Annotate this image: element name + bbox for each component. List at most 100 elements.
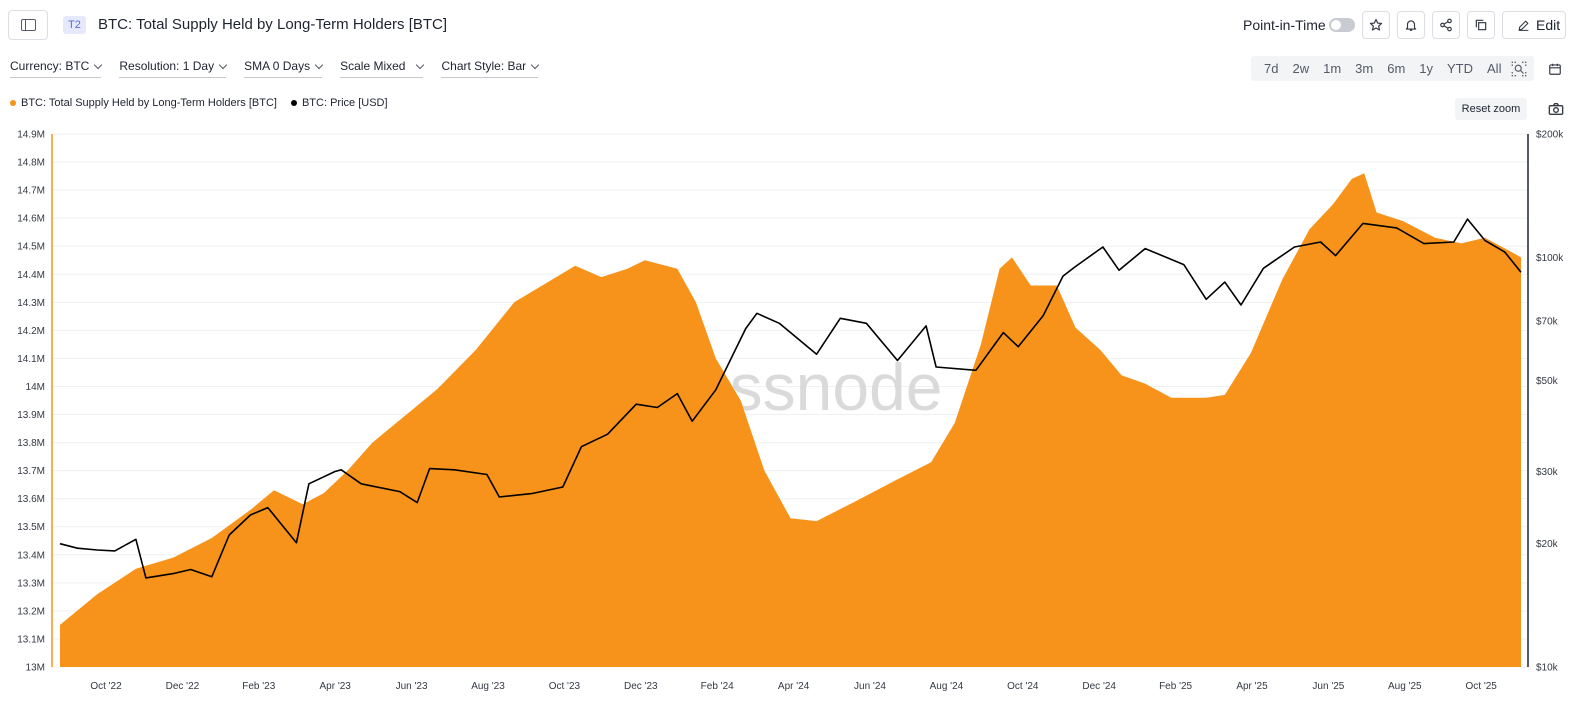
y-left-tick-label: 13.7M: [17, 466, 45, 477]
chart-canvas[interactable]: glassnode 13M13.1M13.2M13.3M13.4M13.5M13…: [0, 120, 1596, 710]
chart-style-dropdown[interactable]: Chart Style: Bar: [441, 58, 540, 78]
range-2w[interactable]: 2w: [1292, 61, 1310, 76]
x-tick-label: Jun '23: [396, 681, 428, 692]
copy-icon: [1475, 19, 1487, 31]
x-tick-label: Oct '24: [1007, 681, 1039, 692]
currency-dropdown[interactable]: Currency: BTC: [10, 58, 103, 78]
resolution-dropdown[interactable]: Resolution: 1 Day: [119, 58, 228, 78]
x-tick-label: Aug '25: [1388, 681, 1422, 692]
sma-value: SMA 0 Days: [244, 59, 311, 73]
y-left-tick-label: 14.7M: [17, 186, 45, 197]
legend-item-supply[interactable]: BTC: Total Supply Held by Long-Term Hold…: [10, 97, 277, 109]
x-tick-label: Aug '23: [471, 681, 505, 692]
x-tick-label: Dec '23: [624, 681, 658, 692]
y-left-tick-label: 13.3M: [17, 578, 45, 589]
right-y-axis: $10k $20k $30k $50k $70k $100k $200k: [1536, 130, 1564, 674]
page-title: BTC: Total Supply Held by Long-Term Hold…: [98, 16, 448, 33]
x-tick-label: Dec '24: [1082, 681, 1116, 692]
scale-value: Scale Mixed: [340, 59, 406, 73]
chevron-down-icon: [530, 60, 540, 69]
x-tick-label: Jun '25: [1312, 681, 1344, 692]
x-tick-label: Oct '25: [1466, 681, 1498, 692]
supply-area-series: [60, 173, 1521, 668]
legend-dot: [290, 100, 297, 106]
x-tick-label: Aug '24: [930, 681, 964, 692]
date-range-button[interactable]: [1540, 56, 1570, 81]
star-icon: [1369, 18, 1383, 31]
share-button[interactable]: [1432, 11, 1460, 39]
share-icon: [1440, 18, 1452, 32]
y-left-tick-label: 13.4M: [17, 550, 45, 561]
y-left-tick-label: 14.6M: [17, 214, 45, 225]
legend-label: BTC: Price [USD]: [301, 97, 388, 109]
x-tick-label: Jun '24: [854, 681, 886, 692]
y-left-tick-label: 14.4M: [17, 270, 45, 281]
y-left-tick-label: 14.1M: [17, 354, 45, 365]
x-tick-label: Feb '25: [1159, 681, 1192, 692]
sidebar-toggle-button[interactable]: [8, 10, 48, 40]
range-all[interactable]: All: [1487, 61, 1502, 76]
camera-icon[interactable]: [1548, 102, 1564, 116]
y-left-tick-label: 13.5M: [17, 522, 45, 533]
x-tick-label: Feb '24: [701, 681, 734, 692]
y-left-tick-label: 14M: [26, 382, 45, 393]
range-6m[interactable]: 6m: [1387, 61, 1406, 76]
range-7d[interactable]: 7d: [1264, 61, 1279, 76]
zoom-select-icon[interactable]: [1510, 60, 1528, 78]
y-left-tick-label: 13.2M: [17, 606, 45, 617]
y-right-tick-label: $200k: [1536, 130, 1564, 141]
y-right-tick-label: $100k: [1536, 253, 1564, 264]
point-in-time-toggle[interactable]: [1329, 18, 1355, 32]
chart-style-value: Chart Style: Bar: [441, 59, 527, 73]
y-left-tick-label: 13M: [26, 663, 45, 674]
resolution-value: Resolution: 1 Day: [119, 59, 215, 73]
range-3m[interactable]: 3m: [1355, 61, 1374, 76]
y-left-tick-label: 14.8M: [17, 158, 45, 169]
range-ytd[interactable]: YTD: [1447, 61, 1474, 76]
edit-label: Edit: [1536, 17, 1561, 33]
chevron-down-icon: [416, 60, 425, 69]
x-axis: Oct '22 Dec '22 Feb '23 Apr '23 Jun '23 Aug '…: [90, 681, 1497, 692]
y-right-tick-label: $10k: [1536, 663, 1559, 674]
chevron-down-icon: [94, 60, 103, 69]
y-right-tick-label: $70k: [1536, 316, 1559, 327]
edit-button[interactable]: Edit: [1502, 11, 1566, 39]
x-tick-label: Apr '24: [778, 681, 810, 692]
sidebar-icon: [20, 19, 36, 31]
scale-dropdown[interactable]: Scale Mixed: [340, 58, 425, 78]
reset-zoom-button[interactable]: Reset zoom: [1455, 98, 1527, 120]
sma-dropdown[interactable]: SMA 0 Days: [244, 58, 324, 78]
x-tick-label: Feb '23: [242, 681, 275, 692]
y-left-tick-label: 14.9M: [17, 130, 45, 141]
bell-icon: [1405, 20, 1417, 31]
y-left-tick-label: 14.2M: [17, 326, 45, 337]
duplicate-button[interactable]: [1467, 11, 1495, 39]
chart-legend: BTC: Total Supply Held by Long-Term Hold…: [10, 97, 388, 109]
legend-dot: [10, 100, 16, 106]
x-tick-label: Apr '25: [1236, 681, 1268, 692]
chevron-down-icon: [314, 60, 324, 69]
y-left-tick-label: 13.8M: [17, 438, 45, 449]
range-1y[interactable]: 1y: [1419, 61, 1434, 76]
tier-badge: T2: [63, 16, 86, 34]
alert-button[interactable]: [1397, 11, 1425, 39]
x-tick-label: Dec '22: [166, 681, 200, 692]
range-1m[interactable]: 1m: [1323, 61, 1342, 76]
currency-value: Currency: BTC: [10, 59, 90, 73]
chevron-down-icon: [218, 60, 228, 69]
chart-header: T2 BTC: Total Supply Held by Long-Term H…: [0, 0, 1596, 50]
pencil-icon: [1518, 20, 1529, 31]
y-left-tick-label: 13.6M: [17, 494, 45, 505]
y-left-tick-label: 14.3M: [17, 298, 45, 309]
price-line-series: [59, 218, 1522, 579]
favorite-button[interactable]: [1362, 11, 1390, 39]
y-left-tick-label: 14.5M: [17, 242, 45, 253]
chart-toolbar: Currency: BTC Resolution: 1 Day SMA 0 Da…: [10, 58, 540, 78]
y-right-tick-label: $30k: [1536, 467, 1559, 478]
y-right-tick-label: $20k: [1536, 539, 1559, 550]
x-tick-label: Oct '23: [549, 681, 581, 692]
calendar-icon: [1549, 63, 1561, 75]
y-left-tick-label: 13.1M: [17, 634, 45, 645]
legend-item-price[interactable]: BTC: Price [USD]: [290, 97, 388, 109]
time-range-selector: 7d 2w 1m 3m 6m 1y YTD All: [1251, 56, 1535, 81]
